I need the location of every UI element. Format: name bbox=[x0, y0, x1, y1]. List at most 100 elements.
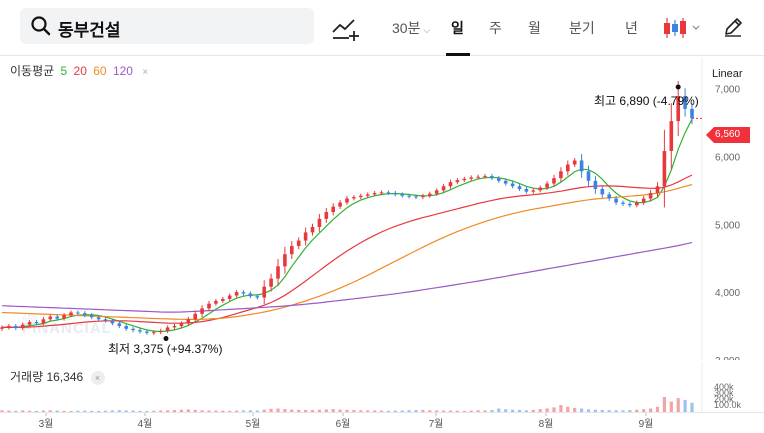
candle bbox=[552, 174, 556, 187]
volume-bar bbox=[531, 409, 535, 412]
volume-bar bbox=[166, 410, 170, 412]
candle bbox=[41, 316, 46, 326]
scale-toggle[interactable]: Linear bbox=[712, 68, 743, 80]
volume-bar bbox=[55, 410, 59, 412]
volume-bar bbox=[676, 398, 680, 412]
indicator-add-icon[interactable] bbox=[330, 14, 360, 42]
candle bbox=[655, 182, 660, 198]
candle bbox=[338, 200, 342, 210]
volume-bar bbox=[214, 410, 218, 412]
tab-year[interactable]: 년 bbox=[625, 20, 638, 36]
volume-bar bbox=[511, 409, 515, 412]
tab-week[interactable]: 주 bbox=[489, 20, 502, 36]
time-axis-label: 3월 bbox=[39, 418, 54, 430]
volume-bar bbox=[442, 410, 446, 412]
volume-bar bbox=[310, 410, 315, 412]
search-icon bbox=[31, 16, 51, 36]
candle bbox=[476, 174, 480, 180]
volume-bar bbox=[338, 409, 342, 412]
volume-bar bbox=[586, 409, 591, 412]
volume-bar bbox=[359, 410, 363, 412]
low-marker bbox=[163, 336, 169, 342]
candle bbox=[96, 315, 101, 322]
candle bbox=[469, 175, 473, 181]
volume-bar bbox=[538, 409, 542, 412]
ma-legend-5: 5 bbox=[60, 64, 68, 78]
search-box[interactable]: 동부건설 bbox=[20, 8, 314, 44]
toolbar: 동부건설 30분 ⌵ 일 주 월 분기 년 bbox=[0, 0, 764, 56]
volume-bar bbox=[373, 410, 377, 412]
ma-legend-120: 120 bbox=[112, 64, 133, 78]
volume-bar bbox=[580, 408, 584, 412]
candle bbox=[283, 246, 287, 274]
volume-bar bbox=[352, 410, 356, 412]
volume-tick-label: 100.0k bbox=[714, 400, 742, 410]
ma-line-120 bbox=[1, 242, 693, 313]
candle bbox=[124, 324, 128, 331]
candle bbox=[490, 174, 494, 181]
volume-bar bbox=[324, 409, 328, 412]
high-marker bbox=[675, 84, 681, 90]
candle bbox=[234, 290, 239, 298]
candle bbox=[407, 193, 411, 199]
volume-bar bbox=[221, 410, 225, 412]
candle bbox=[372, 191, 377, 197]
candle bbox=[62, 313, 66, 321]
candle bbox=[48, 314, 53, 322]
candle bbox=[276, 259, 280, 286]
candle bbox=[690, 103, 694, 125]
volume-bar bbox=[476, 410, 480, 412]
candle bbox=[510, 181, 515, 189]
volume-bar bbox=[552, 407, 556, 412]
volume-bar bbox=[21, 410, 25, 412]
candle bbox=[586, 165, 591, 187]
watermark: FINANCIAL bbox=[22, 320, 112, 337]
candlestick-type-icon[interactable] bbox=[662, 15, 706, 41]
volume-tick-label: 300k bbox=[714, 388, 734, 398]
candle bbox=[593, 175, 598, 194]
volume-bar bbox=[90, 410, 94, 412]
tab-day[interactable]: 일 bbox=[451, 20, 464, 36]
volume-bar bbox=[41, 410, 45, 412]
close-icon[interactable]: × bbox=[142, 67, 149, 78]
candle bbox=[317, 213, 322, 232]
search-input[interactable]: 동부건설 bbox=[58, 21, 121, 40]
candle bbox=[448, 179, 453, 189]
chevron-down-icon: ⌵ bbox=[423, 25, 431, 35]
candle bbox=[421, 193, 425, 200]
candle bbox=[669, 103, 674, 169]
candle bbox=[503, 178, 508, 186]
candle bbox=[131, 326, 135, 333]
candle bbox=[221, 296, 225, 303]
volume-bar bbox=[517, 409, 522, 412]
candle bbox=[614, 196, 618, 205]
close-icon[interactable]: × bbox=[90, 371, 105, 385]
volume-bar bbox=[186, 409, 190, 412]
volume-bar bbox=[28, 410, 32, 412]
candle bbox=[145, 329, 149, 335]
tab-month[interactable]: 월 bbox=[528, 20, 541, 36]
candle bbox=[545, 181, 549, 191]
volume-bar bbox=[593, 409, 597, 412]
volume-label: 거래량 bbox=[10, 370, 44, 384]
candle bbox=[628, 201, 632, 208]
candle bbox=[497, 176, 501, 183]
candle bbox=[248, 291, 253, 299]
pencil-icon[interactable] bbox=[722, 16, 744, 38]
interval-select[interactable]: 30분 ⌵ bbox=[392, 18, 430, 38]
volume-bar bbox=[235, 410, 239, 412]
price-chart[interactable]: 7,000 6,000 5,000 4,000 3,000 bbox=[0, 58, 764, 360]
candle bbox=[303, 227, 308, 246]
candle bbox=[172, 324, 177, 330]
candle bbox=[290, 241, 294, 260]
tab-quarter[interactable]: 분기 bbox=[569, 20, 595, 36]
candle bbox=[214, 298, 218, 306]
volume-bar bbox=[117, 410, 121, 412]
candle bbox=[524, 186, 529, 194]
volume-bar bbox=[573, 407, 577, 412]
volume-bar bbox=[366, 410, 370, 412]
candle bbox=[483, 174, 487, 179]
price-tick-label: 6,000 bbox=[715, 152, 740, 163]
volume-bar bbox=[545, 408, 549, 412]
